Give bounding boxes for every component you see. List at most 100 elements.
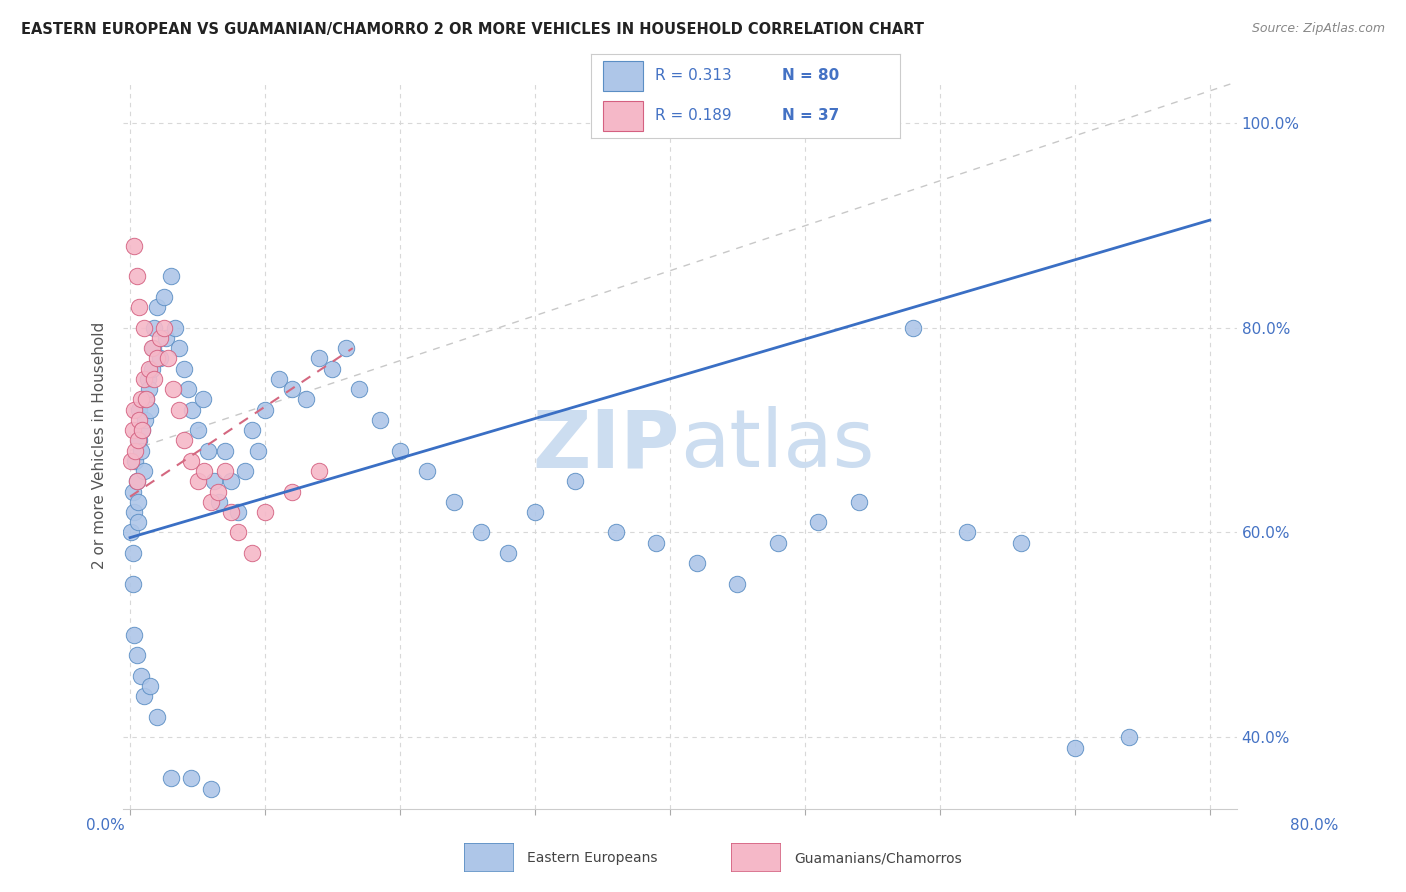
Text: EASTERN EUROPEAN VS GUAMANIAN/CHAMORRO 2 OR MORE VEHICLES IN HOUSEHOLD CORRELATI: EASTERN EUROPEAN VS GUAMANIAN/CHAMORRO 2… [21, 22, 924, 37]
Text: N = 37: N = 37 [782, 108, 839, 123]
Point [128, 413, 150, 427]
Point [132, 464, 155, 478]
Point [1063, 740, 1085, 755]
Point [180, 454, 202, 468]
Point [149, 351, 172, 366]
Text: atlas: atlas [681, 407, 875, 484]
Point [281, 382, 304, 396]
Point [173, 434, 195, 448]
Point [125, 475, 148, 489]
Point [138, 382, 160, 396]
Point [1010, 535, 1032, 549]
Point [180, 772, 202, 786]
Point [138, 361, 160, 376]
Point [167, 402, 190, 417]
Point [128, 434, 150, 448]
Point [388, 443, 411, 458]
Point [605, 525, 627, 540]
Point [122, 505, 145, 519]
Point [127, 495, 149, 509]
Point [200, 781, 222, 796]
Point [197, 443, 219, 458]
Point [128, 402, 150, 417]
Point [141, 361, 163, 376]
Point [152, 290, 174, 304]
Point [122, 402, 145, 417]
Point [191, 392, 214, 407]
Point [523, 505, 546, 519]
Point [156, 351, 179, 366]
Point [807, 515, 830, 529]
Point [142, 341, 165, 355]
Point [136, 372, 159, 386]
Point [294, 392, 316, 407]
Point [253, 402, 276, 417]
Point [146, 710, 169, 724]
Point [132, 320, 155, 334]
Point [496, 546, 519, 560]
Point [181, 402, 204, 417]
Point [956, 525, 979, 540]
Point [121, 546, 143, 560]
Point [131, 423, 153, 437]
Point [146, 300, 169, 314]
Point [129, 669, 152, 683]
Text: Eastern Europeans: Eastern Europeans [527, 851, 658, 865]
Point [135, 392, 157, 407]
Point [149, 331, 172, 345]
Point [132, 690, 155, 704]
Point [247, 443, 270, 458]
Point [470, 525, 492, 540]
Point [200, 495, 222, 509]
Point [416, 464, 439, 478]
Point [120, 525, 142, 540]
Point [128, 300, 150, 314]
Point [124, 443, 146, 458]
Point [564, 475, 586, 489]
Point [122, 239, 145, 253]
Point [233, 464, 256, 478]
Point [193, 464, 215, 478]
Point [120, 454, 142, 468]
Point [443, 495, 465, 509]
Point [132, 372, 155, 386]
Point [186, 475, 208, 489]
Point [124, 454, 146, 468]
Point [240, 423, 263, 437]
Point [143, 372, 166, 386]
Text: R = 0.313: R = 0.313 [655, 69, 733, 84]
Point [219, 505, 242, 519]
Bar [603, 101, 643, 130]
Point [253, 505, 276, 519]
Point [121, 576, 143, 591]
Point [1118, 731, 1140, 745]
Point [308, 464, 330, 478]
Point [267, 372, 290, 386]
Point [127, 515, 149, 529]
Point [901, 320, 924, 334]
Point [159, 772, 181, 786]
Point [139, 679, 162, 693]
Point [349, 382, 371, 396]
Point [121, 423, 143, 437]
Point [125, 475, 148, 489]
Text: R = 0.189: R = 0.189 [655, 108, 733, 123]
Point [335, 341, 357, 355]
Point [155, 331, 177, 345]
Point [121, 484, 143, 499]
Point [135, 392, 157, 407]
Point [143, 320, 166, 334]
Text: Source: ZipAtlas.com: Source: ZipAtlas.com [1251, 22, 1385, 36]
Point [122, 628, 145, 642]
Point [186, 423, 208, 437]
Point [226, 505, 249, 519]
Point [208, 495, 231, 509]
Point [152, 320, 174, 334]
Point [686, 556, 709, 570]
Point [226, 525, 249, 540]
Point [725, 576, 748, 591]
Point [848, 495, 870, 509]
Point [125, 269, 148, 284]
Point [125, 648, 148, 663]
Point [141, 341, 163, 355]
